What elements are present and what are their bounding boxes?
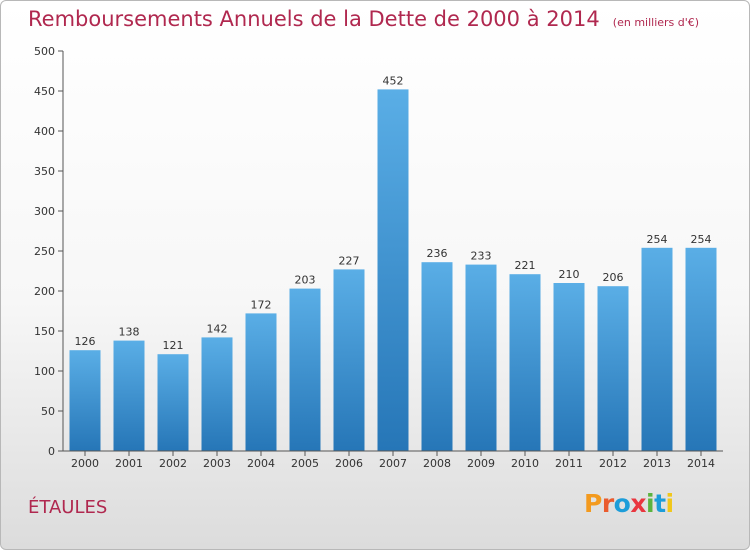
bar (465, 264, 497, 451)
chart-subtitle: (en milliers d'€) (612, 16, 700, 29)
x-tick-label: 2003 (203, 457, 231, 470)
logo-letter: r (601, 489, 614, 518)
bar-value-label: 236 (427, 247, 448, 260)
bar (685, 247, 717, 451)
y-tick-label: 350 (34, 165, 55, 178)
bar-value-label: 233 (471, 250, 492, 263)
bar (113, 340, 145, 451)
bar-value-label: 126 (75, 335, 96, 348)
y-tick-label: 200 (34, 285, 55, 298)
logo-letter: P (584, 489, 602, 518)
x-tick-label: 2012 (599, 457, 627, 470)
y-tick-label: 50 (41, 405, 55, 418)
bar-value-label: 221 (515, 259, 536, 272)
bar-value-label: 121 (163, 339, 184, 352)
bar-value-label: 254 (647, 233, 668, 246)
chart-title: Remboursements Annuels de la Dette de 20… (28, 7, 600, 31)
y-tick-label: 400 (34, 125, 55, 138)
bar-value-label: 142 (207, 322, 228, 335)
x-tick-label: 2011 (555, 457, 583, 470)
y-tick-label: 0 (48, 445, 55, 458)
y-tick-label: 500 (34, 45, 55, 58)
logo-letter: i (646, 489, 655, 518)
x-tick-label: 2010 (511, 457, 539, 470)
proxiti-logo: Proxiti (584, 489, 674, 518)
logo-letter: t (654, 489, 666, 518)
y-tick-label: 100 (34, 365, 55, 378)
bar (421, 262, 453, 451)
logo-letter: i (665, 489, 675, 518)
y-tick-label: 450 (34, 85, 55, 98)
bar (641, 247, 673, 451)
logo-letter: o (613, 489, 631, 518)
x-tick-label: 2007 (379, 457, 407, 470)
bar (333, 269, 365, 451)
bar-value-label: 203 (295, 274, 316, 287)
bar (201, 337, 233, 451)
x-tick-label: 2000 (71, 457, 99, 470)
y-tick-label: 250 (34, 245, 55, 258)
x-tick-label: 2006 (335, 457, 363, 470)
x-tick-label: 2004 (247, 457, 275, 470)
x-tick-label: 2005 (291, 457, 319, 470)
y-tick-label: 150 (34, 325, 55, 338)
bar-value-label: 206 (603, 271, 624, 284)
bar (377, 89, 409, 452)
commune-name: ÉTAULES (28, 497, 108, 518)
title-row: Remboursements Annuels de la Dette de 20… (28, 7, 699, 31)
bar-value-label: 138 (119, 326, 140, 339)
y-tick-label: 300 (34, 205, 55, 218)
bar-value-label: 254 (691, 233, 712, 246)
bar-value-label: 227 (339, 254, 360, 267)
bar (597, 286, 629, 451)
bar (289, 288, 321, 451)
x-tick-label: 2001 (115, 457, 143, 470)
logo-letter: x (630, 489, 646, 518)
bar (245, 313, 277, 451)
bar-value-label: 172 (251, 298, 272, 311)
bar (553, 283, 585, 451)
x-tick-label: 2013 (643, 457, 671, 470)
x-tick-label: 2002 (159, 457, 187, 470)
x-tick-label: 2009 (467, 457, 495, 470)
bar (157, 354, 189, 451)
bar-value-label: 452 (383, 74, 404, 87)
bar (69, 350, 101, 451)
x-tick-label: 2014 (687, 457, 715, 470)
x-tick-label: 2008 (423, 457, 451, 470)
bar (509, 274, 541, 451)
bar-value-label: 210 (559, 268, 580, 281)
